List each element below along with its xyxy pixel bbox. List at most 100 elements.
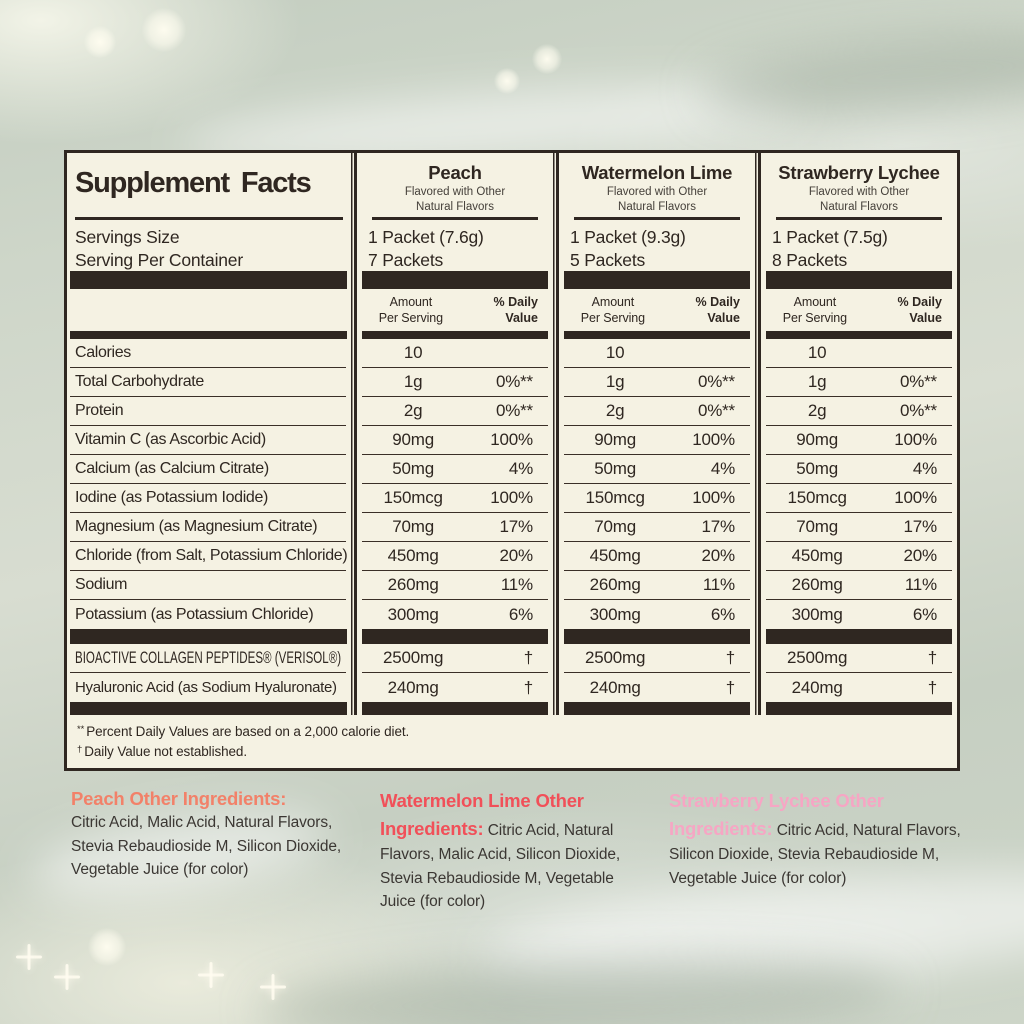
thin-bar — [70, 331, 347, 339]
daily-value: † — [523, 677, 533, 697]
amount-value: 450mg — [791, 546, 843, 565]
ingredients-heading: Strawberry Lychee Other Ingredients: — [669, 790, 884, 840]
value-row: 2500mg † — [362, 644, 548, 673]
flavor-column-peach: Peach Flavored with Other Natural Flavor… — [357, 153, 553, 715]
footnote-dv-not-established: † Daily Value not established. — [77, 742, 945, 762]
thick-bar — [766, 702, 952, 715]
footnote-text: Daily Value not established. — [84, 743, 247, 759]
thick-bar — [70, 702, 347, 715]
nutrient-name: Hyaluronic Acid (as Sodium Hyaluronate) — [75, 679, 337, 696]
value-row: 50mg 4% — [564, 455, 750, 484]
amount-value: 240mg — [387, 677, 439, 697]
nutrient-name: Total Carbohydrate — [75, 373, 204, 390]
amount-value: 70mg — [594, 517, 637, 536]
header-spacer — [67, 289, 351, 331]
amount-header: Amount Per Serving — [761, 294, 869, 327]
nutrient-name: Sodium — [75, 576, 128, 593]
nutrient-name: Magnesium (as Magnesium Citrate) — [75, 518, 318, 535]
ingredients-body: Citric Acid, Natural Flavors, Malic Acid… — [380, 822, 621, 911]
serving-values: 1 Packet (7.6g) 7 Packets — [357, 220, 553, 271]
daily-value: 20% — [499, 546, 534, 565]
thick-bar — [564, 702, 750, 715]
value-row: 150mcg 100% — [766, 484, 952, 513]
values-main: 10 1g 0%** 2g 0%** 90mg 100% 50mg 4% 150mcg 1… — [761, 339, 957, 629]
daily-value: 100% — [692, 430, 735, 449]
values-main: 10 1g 0%** 2g 0%** 90mg 100% 50mg 4% 150mcg 1… — [559, 339, 755, 629]
panel-header: Supplement Facts — [67, 153, 351, 217]
amount-header-line: Per Serving — [782, 311, 847, 325]
subtitle-line: Natural Flavors — [820, 200, 898, 213]
value-row: 70mg 17% — [564, 513, 750, 542]
value-row: 450mg 20% — [564, 542, 750, 571]
daily-value: 6% — [508, 604, 533, 624]
value-row: 260mg 11% — [362, 571, 548, 600]
value-row: 2g 0%** — [766, 397, 952, 426]
nutrient-label-row: Magnesium (as Magnesium Citrate) — [70, 513, 346, 542]
daily-value: † — [725, 648, 735, 667]
value-column-headers: Amount Per Serving % Daily Value — [559, 289, 755, 331]
subtitle-line: Flavored with Other — [404, 186, 506, 199]
value-row: 1g 0%** — [362, 368, 548, 397]
amount-value: 70mg — [392, 517, 435, 536]
nutrient-name: Chloride (from Salt, Potassium Chloride) — [75, 547, 348, 564]
daily-value: † — [523, 648, 533, 667]
nutrient-label-row: Hyaluronic Acid (as Sodium Hyaluronate) — [70, 673, 346, 702]
daily-value: 100% — [894, 488, 937, 507]
nutrient-label-row: Chloride (from Salt, Potassium Chloride) — [70, 542, 348, 571]
value-row: 150mcg 100% — [564, 484, 750, 513]
amount-value: 50mg — [796, 459, 839, 478]
nutrient-label-row: Vitamin C (as Ascorbic Acid) — [70, 426, 346, 455]
serving-labels: Servings Size Serving Per Container — [67, 220, 351, 271]
amount-value: 300mg — [791, 604, 843, 624]
value-row: 2500mg † — [766, 644, 952, 673]
amount-value: 300mg — [589, 604, 641, 624]
supplement-facts-panel: Supplement Facts Servings Size Serving P… — [64, 150, 960, 771]
ingredients-heading: Peach Other Ingredients: — [71, 788, 287, 809]
daily-value: 11% — [702, 575, 735, 594]
flavor-name: Peach — [428, 162, 482, 183]
amount-value: 90mg — [594, 430, 637, 449]
amount-value: 50mg — [392, 459, 435, 478]
value-row: 260mg 11% — [564, 571, 750, 600]
amount-header: Amount Per Serving — [559, 294, 667, 327]
subtitle-line: Flavored with Other — [606, 186, 708, 199]
flavor-header: Strawberry Lychee Flavored with Other Na… — [761, 153, 957, 217]
ingredients-peach: Peach Other Ingredients: Citric Acid, Mal… — [71, 787, 371, 882]
daily-value: 4% — [710, 459, 735, 478]
amount-value: 90mg — [392, 430, 435, 449]
daily-value: 0%** — [697, 372, 735, 391]
subtitle-line: Natural Flavors — [618, 200, 696, 213]
servings-per-container-label: Serving Per Container — [75, 249, 243, 270]
nutrient-label-row: Calories — [70, 339, 346, 368]
flavor-subtitle: Flavored with Other Natural Flavors — [357, 185, 553, 214]
nutrient-name: Calcium (as Calcium Citrate) — [75, 460, 269, 477]
thick-bar — [362, 702, 548, 715]
sparkle-icon — [88, 928, 126, 966]
value-column-headers: Amount Per Serving % Daily Value — [357, 289, 553, 331]
nutrient-name: Potassium (as Potassium Chloride) — [75, 605, 314, 623]
value-row: 70mg 17% — [766, 513, 952, 542]
flavor-header: Peach Flavored with Other Natural Flavor… — [357, 153, 553, 217]
servings-per-container-value: 8 Packets — [772, 249, 848, 270]
serving-size-value: 1 Packet (7.6g) — [368, 227, 484, 247]
serving-size-value: 1 Packet (9.3g) — [570, 227, 686, 247]
value-row: 260mg 11% — [766, 571, 952, 600]
amount-value: 10 — [403, 343, 423, 362]
values-extra: 2500mg † 240mg † — [559, 644, 755, 702]
nutrient-label-row: Calcium (as Calcium Citrate) — [70, 455, 346, 484]
subtitle-line: Natural Flavors — [416, 200, 494, 213]
daily-value: 0%** — [495, 401, 533, 420]
amount-value: 90mg — [796, 430, 839, 449]
flavor-name: Strawberry Lychee — [778, 162, 940, 183]
sparkle-icon — [196, 960, 226, 990]
amount-header: Amount Per Serving — [357, 294, 465, 327]
ingredients-strawberry-lychee: Strawberry Lychee Other Ingredients: Cit… — [669, 787, 971, 890]
amount-header-line: Amount — [591, 294, 635, 309]
flavor-subtitle: Flavored with Other Natural Flavors — [559, 185, 755, 214]
daily-value: 6% — [710, 604, 735, 624]
value-row: 1g 0%** — [766, 368, 952, 397]
water-shadow — [258, 948, 902, 1024]
serving-values: 1 Packet (9.3g) 5 Packets — [559, 220, 755, 271]
footnote-marker: ** — [77, 724, 85, 735]
